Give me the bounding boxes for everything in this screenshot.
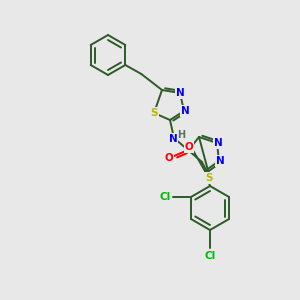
Text: S: S (205, 173, 213, 183)
Text: N: N (169, 134, 177, 144)
Text: N: N (176, 88, 184, 98)
Text: N: N (181, 106, 189, 116)
Text: O: O (184, 142, 194, 152)
Text: Cl: Cl (159, 192, 171, 202)
Text: N: N (216, 156, 224, 166)
Text: H: H (177, 130, 185, 140)
Text: Cl: Cl (204, 251, 216, 261)
Text: O: O (165, 153, 173, 163)
Text: S: S (150, 108, 158, 118)
Text: N: N (214, 138, 222, 148)
